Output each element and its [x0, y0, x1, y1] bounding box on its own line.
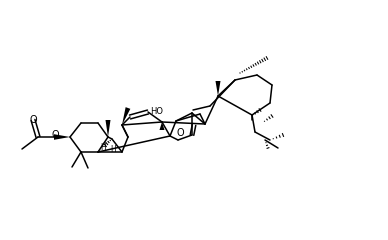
- Polygon shape: [159, 122, 165, 130]
- Text: H: H: [110, 144, 116, 154]
- Text: HO: HO: [150, 108, 163, 116]
- Polygon shape: [54, 134, 70, 140]
- Polygon shape: [215, 81, 220, 96]
- Polygon shape: [122, 107, 130, 125]
- Text: O: O: [51, 130, 59, 140]
- Text: H: H: [100, 143, 106, 151]
- Polygon shape: [106, 120, 111, 137]
- Text: O: O: [176, 128, 184, 138]
- Text: O: O: [29, 115, 37, 125]
